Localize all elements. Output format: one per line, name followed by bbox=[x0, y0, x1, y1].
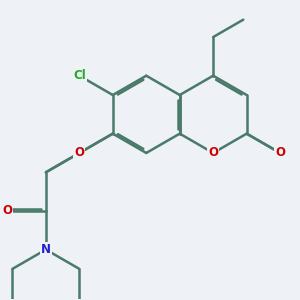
Text: O: O bbox=[74, 146, 84, 160]
Text: O: O bbox=[208, 146, 218, 160]
Text: O: O bbox=[275, 146, 285, 160]
Text: O: O bbox=[2, 204, 12, 218]
Text: Cl: Cl bbox=[73, 69, 86, 82]
Text: N: N bbox=[41, 243, 51, 256]
